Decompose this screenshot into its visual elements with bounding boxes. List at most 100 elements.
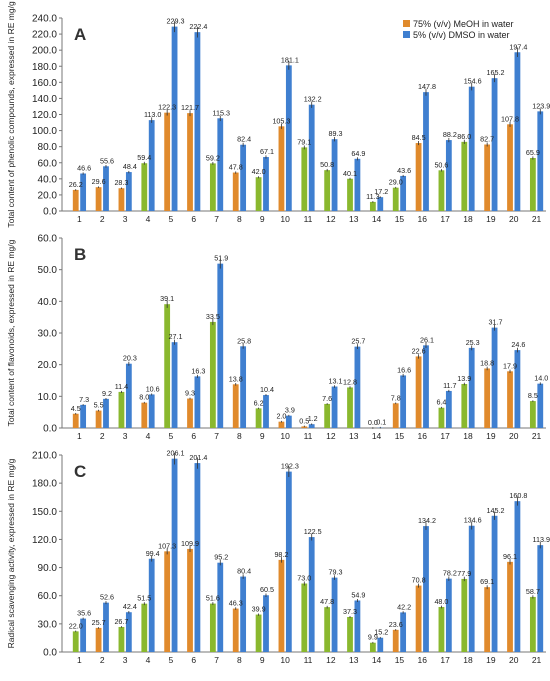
bar-meoh [439, 408, 445, 428]
x-tick-label: 20 [509, 655, 519, 665]
data-label-dmso: 35.6 [77, 609, 91, 618]
data-label-meoh: 82.7 [480, 134, 494, 143]
x-tick-label: 2 [100, 431, 105, 441]
bar-dmso [355, 159, 361, 211]
data-label-dmso: 48.4 [123, 162, 137, 171]
bar-meoh [210, 163, 216, 211]
y-tick-label: 50.0 [38, 265, 58, 276]
y-tick-label: 160.0 [32, 78, 57, 89]
bar-meoh [393, 403, 399, 428]
bar-meoh [73, 631, 79, 652]
bar-dmso [469, 87, 475, 211]
x-tick-label: 11 [304, 431, 313, 441]
data-label-meoh: 46.3 [229, 599, 243, 608]
data-label-meoh: 18.8 [480, 358, 494, 367]
bar-dmso [446, 140, 452, 211]
data-label-dmso: 132.2 [304, 95, 322, 104]
data-label-meoh: 59.2 [206, 153, 220, 162]
data-label-dmso: 89.3 [329, 129, 343, 138]
x-tick-label: 16 [418, 431, 428, 441]
bar-meoh [347, 617, 353, 652]
data-label-meoh: 96.1 [503, 552, 517, 561]
y-axis-label: Total content of phenolic compounds, exp… [6, 1, 16, 228]
x-tick-label: 14 [372, 214, 382, 224]
bar-dmso [263, 157, 269, 211]
bar-meoh [141, 604, 147, 652]
data-label-meoh: 70.8 [412, 576, 426, 585]
bar-meoh [461, 142, 467, 211]
bar-dmso [332, 139, 338, 211]
bar-meoh [324, 607, 330, 652]
bar-dmso [423, 92, 429, 211]
data-label-dmso: 82.4 [237, 135, 251, 144]
x-tick-label: 12 [326, 431, 336, 441]
bar-dmso [469, 348, 475, 428]
bar-dmso [149, 394, 155, 428]
data-label-meoh: 12.8 [343, 377, 357, 386]
bar-dmso [423, 345, 429, 428]
data-label-meoh: 122.3 [158, 103, 176, 112]
data-label-dmso: 15.2 [374, 628, 388, 637]
y-tick-label: 240.0 [32, 14, 57, 25]
data-label-dmso: 122.5 [304, 527, 322, 536]
bar-meoh [164, 551, 170, 652]
data-label-meoh: 8.5 [528, 391, 538, 400]
data-label-dmso: 42.2 [397, 602, 411, 611]
x-tick-label: 13 [349, 431, 359, 441]
y-tick-label: 40.0 [38, 174, 58, 185]
data-label-meoh: 59.4 [137, 153, 151, 162]
x-tick-label: 19 [486, 655, 496, 665]
bar-dmso [309, 105, 315, 211]
bar-meoh [393, 630, 399, 652]
bar-dmso [309, 537, 315, 652]
y-axis-label: Radical scavenging activity, expressed i… [6, 458, 16, 648]
bar-dmso [515, 52, 521, 211]
bar-dmso [172, 459, 178, 652]
bar-meoh [439, 170, 445, 211]
data-label-dmso: 14.0 [534, 374, 548, 383]
x-tick-label: 18 [463, 655, 473, 665]
x-tick-label: 21 [532, 431, 542, 441]
x-tick-label: 20 [509, 214, 519, 224]
bar-meoh [164, 113, 170, 211]
bar-dmso [217, 264, 223, 428]
x-tick-label: 21 [532, 655, 542, 665]
data-label-dmso: 201.4 [189, 453, 207, 462]
data-label-meoh: 22.0 [69, 621, 83, 630]
data-label-meoh: 8.0 [139, 393, 149, 402]
data-label-dmso: 88.2 [443, 130, 457, 139]
x-tick-label: 6 [191, 431, 196, 441]
x-tick-label: 5 [168, 214, 173, 224]
bar-dmso [263, 395, 269, 428]
y-tick-label: 0.0 [43, 424, 57, 435]
bar-meoh [96, 411, 102, 428]
bar-dmso [492, 78, 498, 211]
legend-swatch-meoh [403, 20, 410, 27]
data-label-dmso: 192.3 [281, 462, 299, 471]
x-tick-label: 9 [260, 214, 265, 224]
data-label-dmso: 46.6 [77, 164, 91, 173]
bar-dmso [400, 612, 406, 652]
data-label-meoh: 47.8 [320, 597, 334, 606]
x-tick-label: 2 [100, 655, 105, 665]
bar-dmso [377, 638, 383, 652]
y-tick-label: 20.0 [38, 190, 58, 201]
data-label-dmso: 54.9 [351, 590, 365, 599]
bar-meoh [96, 628, 102, 652]
legend-swatch-dmso [403, 31, 410, 38]
x-tick-label: 8 [237, 431, 242, 441]
bar-meoh [484, 368, 490, 428]
data-label-dmso: 79.3 [329, 568, 343, 577]
bar-meoh [187, 549, 193, 652]
data-label-meoh: 26.7 [114, 617, 128, 626]
data-label-dmso: 113.9 [533, 535, 550, 544]
bar-dmso [149, 120, 155, 211]
data-label-meoh: 9.3 [185, 389, 195, 398]
data-label-meoh: 69.1 [480, 577, 494, 586]
bar-meoh [279, 560, 285, 652]
x-tick-label: 8 [237, 214, 242, 224]
y-tick-label: 0.0 [43, 207, 57, 218]
y-tick-label: 180.0 [32, 62, 57, 73]
data-label-dmso: 55.6 [100, 156, 114, 165]
bar-dmso [332, 387, 338, 428]
